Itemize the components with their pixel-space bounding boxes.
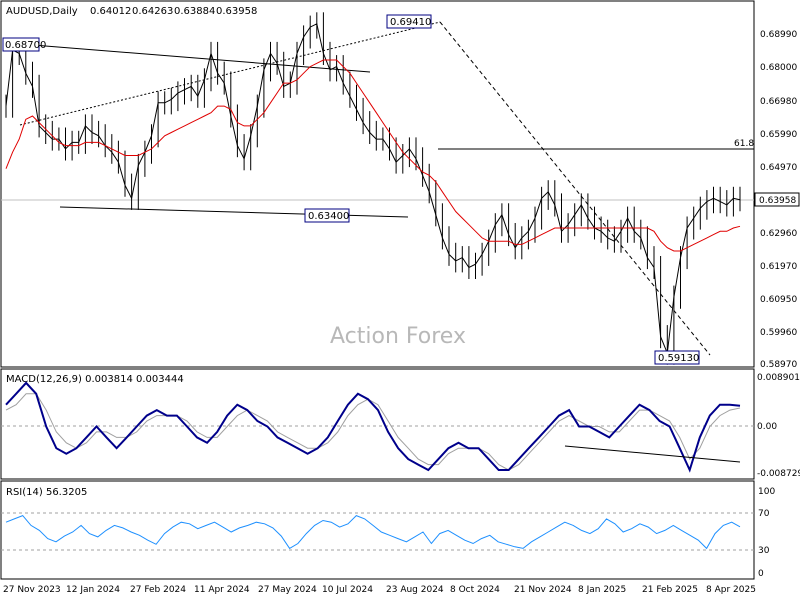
annotation-p2: 0.69410 (390, 17, 431, 28)
time-tick: 27 May 2024 (258, 585, 317, 595)
price-tick: 0.65990 (760, 130, 797, 140)
time-tick: 8 Oct 2024 (450, 585, 500, 595)
macd-divergence-line (564, 445, 741, 463)
ohlc-open: 0.64012 (90, 6, 131, 17)
time-tick: 23 Aug 2024 (386, 585, 444, 595)
annotation-p3: 0.63400 (308, 211, 349, 222)
price-tick: 0.61970 (760, 262, 797, 272)
macd-tick: -0.008729 (757, 469, 800, 479)
macd-tick: 0.008901 (757, 373, 800, 383)
time-tick: 12 Jan 2024 (66, 585, 120, 595)
rsi-tick: 70 (758, 509, 770, 519)
time-tick: 27 Feb 2024 (130, 585, 186, 595)
current-price-label: 0.63958 (759, 196, 796, 206)
price-tick: 0.66980 (760, 97, 797, 107)
time-tick: 11 Apr 2024 (194, 585, 250, 595)
time-tick: 21 Nov 2024 (514, 585, 572, 595)
macd-tick: 0.00 (757, 422, 777, 432)
time-tick: 27 Nov 2023 (3, 585, 61, 595)
ohlc-close: 0.63958 (216, 6, 257, 17)
time-tick: 10 Jul 2024 (322, 585, 373, 595)
price-tick: 0.58970 (760, 360, 797, 370)
rsi-label: RSI(14) 56.3205 (6, 487, 87, 498)
time-tick: 21 Feb 2025 (642, 585, 698, 595)
price-axis: 0.68990 0.68000 0.66980 0.65990 0.64970 … (760, 30, 797, 370)
annotation-box-p4 (654, 350, 700, 365)
time-tick: 8 Jan 2025 (578, 585, 626, 595)
rsi-panel-frame (0, 480, 755, 580)
macd-line (5, 381, 741, 473)
ohlc-low: 0.63884 (174, 6, 215, 17)
rsi-tick: 0 (758, 569, 764, 579)
symbol-label: AUDUSD,Daily (6, 6, 78, 17)
fib-618-label: 61.8 (734, 139, 754, 149)
ohlc-high: 0.64263 (132, 6, 173, 17)
rsi-tick: 30 (758, 546, 770, 556)
price-panel-frame (0, 0, 755, 368)
price-tick: 0.68000 (760, 63, 797, 73)
lower-trendline (59, 206, 409, 218)
time-tick: 8 Apr 2025 (706, 585, 756, 595)
current-price-box (754, 192, 800, 207)
annotation-box-p1 (2, 37, 40, 52)
rsi-tick: 100 (758, 487, 775, 497)
price-series-line (5, 23, 741, 354)
time-axis: 27 Nov 2023 12 Jan 2024 27 Feb 2024 11 A… (3, 585, 756, 595)
moving-average-line (5, 59, 741, 252)
macd-panel-frame (0, 368, 755, 480)
price-tick: 0.64970 (760, 163, 797, 173)
price-bars (5, 12, 741, 365)
annotation-p1: 0.68700 (5, 40, 46, 51)
annotation-box-p2 (386, 14, 432, 29)
macd-label: MACD(12,26,9) 0.003814 0.003444 (6, 374, 184, 385)
rising-dotted-trendline (19, 21, 441, 126)
rsi-line (5, 515, 741, 550)
price-tick: 0.68990 (760, 30, 797, 40)
annotation-p4: 0.59130 (658, 353, 699, 364)
price-tick: 0.60950 (760, 295, 797, 305)
falling-dashed-trendline (439, 21, 711, 356)
price-tick: 0.62960 (760, 229, 797, 239)
watermark: Action Forex (330, 324, 466, 349)
annotation-box-p3 (304, 208, 350, 223)
price-tick: 0.59960 (760, 328, 797, 338)
